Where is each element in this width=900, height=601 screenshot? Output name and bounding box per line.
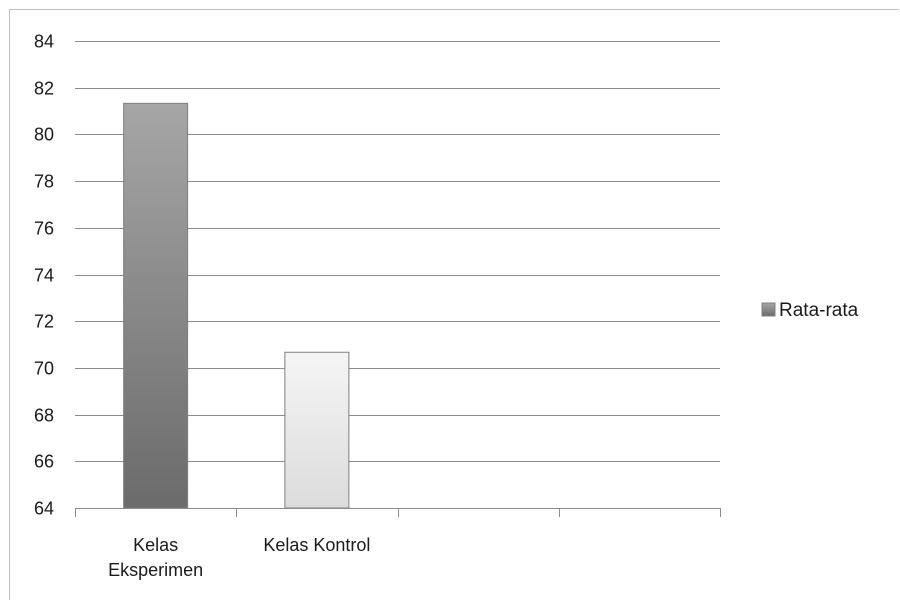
bars [123,102,350,509]
legend: Rata-rata [761,300,859,321]
y-tick-label: 70 [34,359,54,379]
y-tick-label: 76 [34,219,54,239]
x-category-label: Kelas Kontrol [263,535,370,555]
y-tick-label: 78 [34,172,54,192]
y-tick-label: 64 [34,499,54,519]
legend-label: Rata-rata [779,300,859,321]
legend-swatch [761,302,776,317]
y-tick-label: 66 [34,452,54,472]
x-category-label: Eksperimen [108,560,203,580]
bar [284,351,350,509]
y-tick-label: 74 [34,266,54,286]
x-category-label: Kelas [133,535,178,555]
y-tick-label: 84 [34,32,54,52]
bar [123,102,189,509]
y-tick-label: 80 [34,125,54,145]
x-axis: Kelas Eksperimen Kelas Kontrol [75,508,721,580]
y-tick-label: 68 [34,406,54,426]
y-axis-ticks: 64 66 68 70 72 74 76 78 80 82 84 [34,32,54,519]
y-tick-label: 82 [34,79,54,99]
chart-frame [9,9,899,600]
y-tick-label: 72 [34,312,54,332]
